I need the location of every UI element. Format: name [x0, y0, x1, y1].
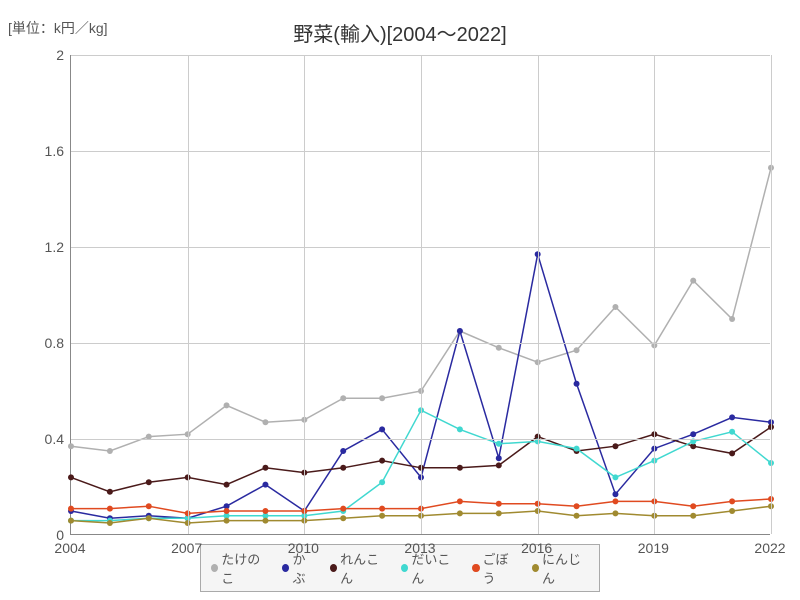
series-marker: [612, 304, 618, 310]
series-marker: [146, 503, 152, 509]
y-tick-label: 1.6: [45, 143, 64, 159]
series-marker: [690, 503, 696, 509]
series-marker: [496, 455, 502, 461]
legend-label: ごぼう: [483, 549, 518, 587]
series-marker: [379, 395, 385, 401]
series-marker: [496, 501, 502, 507]
series-marker: [574, 446, 580, 452]
series-marker: [574, 381, 580, 387]
chart-container: [単位：k円／kg] 野菜(輸入)[2004～2022] たけのこかぶれんこんだ…: [0, 0, 800, 600]
series-marker: [340, 465, 346, 471]
x-tick-label: 2016: [521, 540, 552, 556]
series-marker: [340, 506, 346, 512]
series-marker: [729, 450, 735, 456]
series-marker: [729, 429, 735, 435]
series-marker: [224, 482, 230, 488]
series-marker: [574, 513, 580, 519]
series-marker: [496, 441, 502, 447]
legend-label: たけのこ: [221, 549, 268, 587]
gridline-v: [188, 55, 189, 534]
series-marker: [612, 474, 618, 480]
series-marker: [379, 479, 385, 485]
series-marker: [457, 510, 463, 516]
x-tick-label: 2019: [638, 540, 669, 556]
series-marker: [457, 465, 463, 471]
series-marker: [496, 345, 502, 351]
series-marker: [729, 414, 735, 420]
series-marker: [340, 448, 346, 454]
series-marker: [107, 506, 113, 512]
series-marker: [574, 347, 580, 353]
series-marker: [146, 479, 152, 485]
y-tick-label: 2: [56, 47, 64, 63]
series-marker: [68, 506, 74, 512]
x-tick-label: 2004: [54, 540, 85, 556]
gridline-v: [538, 55, 539, 534]
series-marker: [690, 278, 696, 284]
legend-label: れんこん: [340, 549, 387, 587]
series-marker: [690, 431, 696, 437]
legend-marker-icon: [532, 564, 539, 572]
legend-marker-icon: [282, 564, 289, 572]
gridline-v: [654, 55, 655, 534]
chart-title: 野菜(輸入)[2004～2022]: [0, 18, 800, 47]
series-marker: [612, 498, 618, 504]
series-marker: [729, 498, 735, 504]
series-marker: [690, 513, 696, 519]
series-marker: [379, 426, 385, 432]
legend-marker-icon: [211, 564, 218, 572]
series-marker: [107, 448, 113, 454]
gridline-v: [304, 55, 305, 534]
series-marker: [379, 506, 385, 512]
series-marker: [496, 462, 502, 468]
series-marker: [574, 503, 580, 509]
series-marker: [107, 489, 113, 495]
y-tick-label: 0.4: [45, 431, 64, 447]
series-marker: [612, 491, 618, 497]
legend-marker-icon: [472, 564, 479, 572]
series-marker: [262, 508, 268, 514]
series-marker: [224, 518, 230, 524]
legend-item: ごぼう: [472, 549, 517, 587]
series-marker: [340, 515, 346, 521]
series-marker: [262, 465, 268, 471]
series-marker: [107, 520, 113, 526]
x-tick-label: 2010: [288, 540, 319, 556]
legend-item: れんこん: [330, 549, 387, 587]
series-marker: [379, 458, 385, 464]
series-marker: [496, 510, 502, 516]
plot-area: [70, 55, 770, 535]
x-tick-label: 2022: [754, 540, 785, 556]
series-marker: [612, 443, 618, 449]
x-tick-label: 2007: [171, 540, 202, 556]
series-marker: [729, 508, 735, 514]
y-tick-label: 1.2: [45, 239, 64, 255]
y-tick-label: 0.8: [45, 335, 64, 351]
series-marker: [68, 474, 74, 480]
series-marker: [457, 498, 463, 504]
gridline-v: [421, 55, 422, 534]
legend-marker-icon: [330, 564, 337, 572]
series-marker: [457, 328, 463, 334]
series-marker: [68, 518, 74, 524]
series-marker: [262, 419, 268, 425]
x-tick-label: 2013: [404, 540, 435, 556]
legend-item: たけのこ: [211, 549, 268, 587]
legend-marker-icon: [401, 564, 408, 572]
series-marker: [146, 515, 152, 521]
series-marker: [262, 482, 268, 488]
series-marker: [612, 510, 618, 516]
series-marker: [340, 395, 346, 401]
series-marker: [68, 443, 74, 449]
series-marker: [224, 508, 230, 514]
series-marker: [729, 316, 735, 322]
series-marker: [379, 513, 385, 519]
series-marker: [457, 426, 463, 432]
gridline-v: [771, 55, 772, 534]
series-marker: [262, 518, 268, 524]
series-marker: [224, 402, 230, 408]
